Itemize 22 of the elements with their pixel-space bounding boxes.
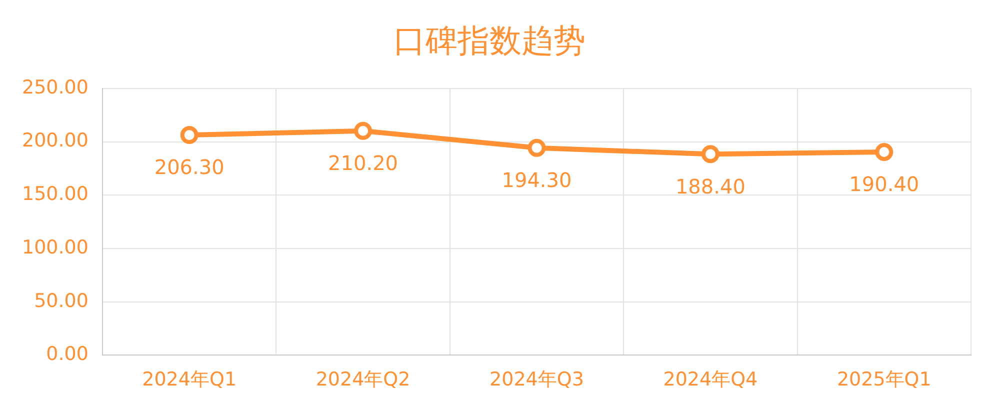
- data-label: 210.20: [328, 151, 398, 176]
- point: [701, 145, 720, 164]
- y-tick-label: 50.00: [34, 290, 88, 312]
- x-tick-label: 2024年Q4: [663, 368, 758, 391]
- y-tick-label: 0.00: [46, 343, 88, 366]
- x-tick-label: 2024年Q2: [316, 368, 410, 391]
- data-label: 194.30: [502, 168, 572, 192]
- y-tick-label: 150.00: [22, 183, 88, 206]
- chart-title: 口碑指数趋势: [394, 22, 586, 60]
- x-tick-label: 2024年Q3: [490, 368, 584, 391]
- y-tick-label: 200.00: [22, 130, 88, 152]
- x-tick-label: 2025年Q1: [836, 368, 932, 391]
- point: [354, 122, 372, 140]
- data-label: 206.30: [154, 155, 224, 180]
- y-tick-label: 250.00: [22, 76, 88, 98]
- point: [875, 143, 894, 162]
- y-tick-label: 100.00: [22, 236, 88, 258]
- data-label: 188.40: [675, 174, 746, 198]
- point: [528, 138, 546, 157]
- data-label: 190.40: [849, 172, 920, 196]
- x-tick-label: 2024年Q1: [142, 368, 237, 391]
- point: [180, 126, 198, 144]
